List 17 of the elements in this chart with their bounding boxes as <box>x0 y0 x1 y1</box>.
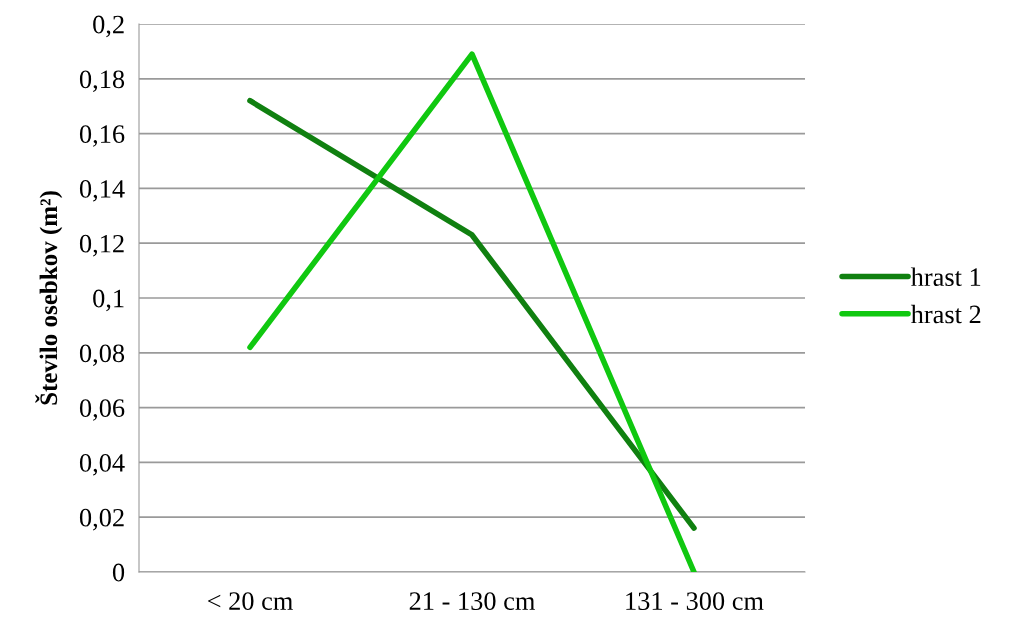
y-tick-label: 0,16 <box>79 125 125 147</box>
y-tick-label: 0 <box>112 563 125 582</box>
y-tick-label: 0,18 <box>79 70 125 93</box>
x-tick-label: 21 - 130 cm <box>409 592 535 611</box>
y-tick-label: 0,02 <box>79 508 124 531</box>
y-tick-label: 0,06 <box>79 399 125 421</box>
y-tick-label: 0,04 <box>79 454 125 476</box>
y-tick-label: 0,12 <box>79 234 124 257</box>
legend-label: hrast 2 <box>910 304 981 324</box>
x-tick-label: < 20 cm <box>207 592 293 611</box>
y-tick-label: 0,14 <box>79 180 125 202</box>
y-tick-label: 0,08 <box>79 344 125 367</box>
y-tick-label: 0,1 <box>93 289 124 312</box>
legend-label: hrast 1 <box>910 267 981 287</box>
x-tick-label: 131 - 300 cm <box>626 592 764 611</box>
y-axis-title: Število osebkov (m²) <box>35 191 63 405</box>
y-tick-label: 0,2 <box>93 15 124 38</box>
